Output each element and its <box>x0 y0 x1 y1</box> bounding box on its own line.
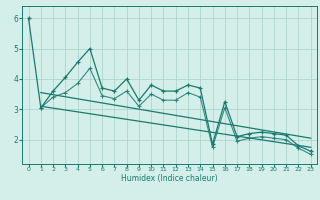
X-axis label: Humidex (Indice chaleur): Humidex (Indice chaleur) <box>121 174 218 183</box>
